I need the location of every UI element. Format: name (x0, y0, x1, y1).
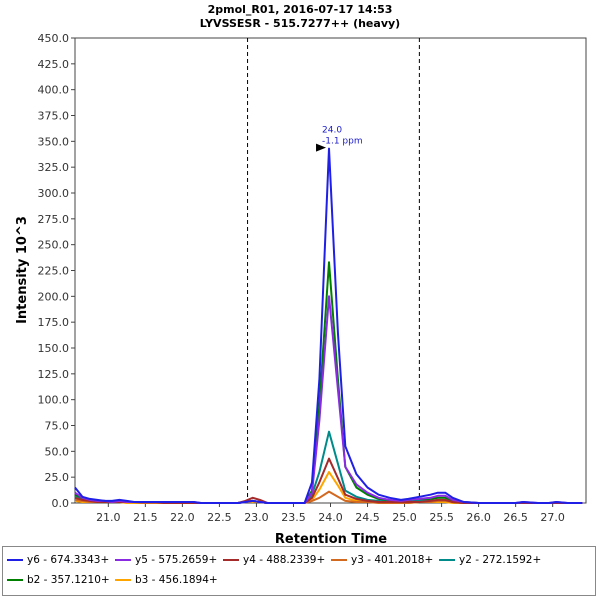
legend-item-b2[interactable]: b2 - 357.1210+ (7, 574, 115, 586)
peak-rt-label: 24.0 (322, 126, 342, 136)
chromatogram-chart: 2pmol_R01, 2016-07-17 14:53 LYVSSESR - 5… (15, 3, 587, 545)
x-axis-label: Retention Time (275, 532, 387, 545)
y-tick-label: 425.0 (38, 58, 70, 71)
x-tick-label: 26.0 (466, 511, 491, 524)
legend-swatch (439, 559, 455, 561)
y-tick-label: 25.0 (45, 471, 70, 484)
legend-label: y2 - 272.1592+ (459, 554, 542, 566)
x-tick-label: 22.5 (207, 511, 232, 524)
legend-label: y5 - 575.2659+ (135, 554, 218, 566)
peak-annotation: 24.0 -1.1 ppm (316, 126, 363, 152)
x-tick-label: 25.5 (429, 511, 454, 524)
chart-subtitle: LYVSSESR - 515.7277++ (heavy) (200, 17, 400, 30)
y-tick-label: 200.0 (38, 290, 70, 303)
y-axis-label: Intensity 10^3 (15, 216, 30, 324)
legend-swatch (7, 579, 23, 581)
legend-swatch (115, 579, 131, 581)
legend-label: y6 - 674.3343+ (27, 554, 110, 566)
y-tick-label: 250.0 (38, 239, 70, 252)
x-tick-label: 22.0 (170, 511, 195, 524)
x-tick-label: 21.0 (96, 511, 121, 524)
y-tick-label: 300.0 (38, 187, 70, 200)
legend: y6 - 674.3343+ y5 - 575.2659+ y4 - 488.2… (2, 546, 596, 596)
series-line (74, 147, 583, 504)
y-tick-label: 375.0 (38, 110, 70, 123)
legend-swatch (331, 559, 347, 561)
y-tick-label: 100.0 (38, 394, 70, 407)
x-tick-label: 26.5 (503, 511, 528, 524)
legend-item-y2[interactable]: y2 - 272.1592+ (439, 554, 547, 566)
x-tick-label: 23.0 (244, 511, 269, 524)
x-axis-ticks: 21.0 21.5 22.0 22.5 23.0 23.5 24.0 24.5 25.0 25.5… (96, 503, 565, 524)
y-tick-label: 150.0 (38, 342, 70, 355)
y-tick-label: 275.0 (38, 213, 70, 226)
x-tick-label: 25.0 (392, 511, 417, 524)
y-tick-label: 225.0 (38, 265, 70, 278)
y-tick-label: 0.0 (52, 497, 70, 510)
legend-item-y4[interactable]: y4 - 488.2339+ (223, 554, 331, 566)
legend-swatch (115, 559, 131, 561)
y-tick-label: 400.0 (38, 84, 70, 97)
legend-swatch (7, 559, 23, 561)
y-tick-label: 75.0 (45, 420, 70, 433)
peak-boundaries (247, 38, 420, 503)
x-tick-label: 24.0 (318, 511, 343, 524)
legend-row: b2 - 357.1210+ b3 - 456.1894+ (7, 570, 591, 590)
y-tick-label: 350.0 (38, 135, 70, 148)
legend-item-y3[interactable]: y3 - 401.2018+ (331, 554, 439, 566)
chart-title: 2pmol_R01, 2016-07-17 14:53 (208, 3, 393, 16)
x-tick-label: 23.5 (281, 511, 306, 524)
peak-ppm-label: -1.1 ppm (322, 137, 363, 147)
y-tick-label: 125.0 (38, 368, 70, 381)
x-tick-label: 24.5 (355, 511, 380, 524)
legend-label: b2 - 357.1210+ (27, 574, 110, 586)
legend-item-y6[interactable]: y6 - 674.3343+ (7, 554, 115, 566)
legend-label: y4 - 488.2339+ (243, 554, 326, 566)
y-tick-label: 175.0 (38, 316, 70, 329)
y-tick-label: 50.0 (45, 445, 70, 458)
x-tick-label: 27.0 (540, 511, 565, 524)
legend-label: y3 - 401.2018+ (351, 554, 434, 566)
legend-swatch (223, 559, 239, 561)
peak-marker-icon (316, 143, 327, 152)
series-lines (74, 147, 583, 504)
legend-item-b3[interactable]: b3 - 456.1894+ (115, 574, 223, 586)
x-tick-label: 21.5 (133, 511, 158, 524)
y-axis-ticks: 0.0 25.0 50.0 75.0 100.0 125.0 150.0 175.0 200.0… (38, 32, 75, 510)
legend-row: y6 - 674.3343+ y5 - 575.2659+ y4 - 488.2… (7, 550, 591, 570)
y-tick-label: 450.0 (38, 32, 70, 45)
legend-label: b3 - 456.1894+ (135, 574, 218, 586)
legend-item-y5[interactable]: y5 - 575.2659+ (115, 554, 223, 566)
y-tick-label: 325.0 (38, 161, 70, 174)
